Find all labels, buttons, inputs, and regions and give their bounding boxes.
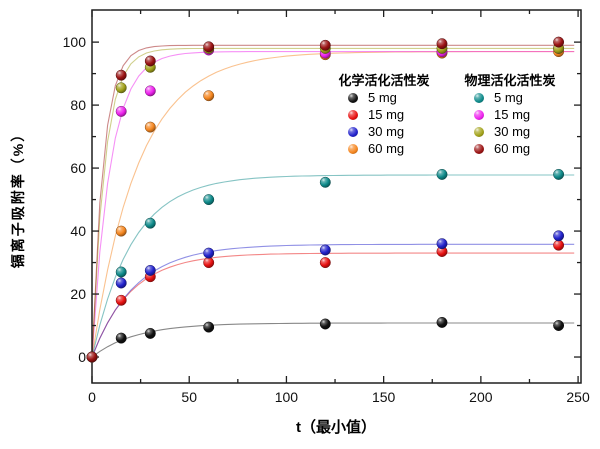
y-tick-label: 100: [62, 34, 86, 51]
data-point: [319, 318, 331, 330]
legend-item: 15 mg: [328, 106, 440, 123]
data-point: [553, 36, 565, 48]
fit-curve: [91, 51, 575, 358]
y-tick-label: 40: [70, 223, 86, 240]
plot-frame: [91, 9, 582, 384]
fit-curve: [91, 44, 575, 358]
fit-curve: [91, 47, 575, 358]
legend-item: 30 mg: [328, 123, 440, 140]
data-point: [115, 82, 127, 94]
data-point: [436, 38, 448, 50]
legend-item: 60 mg: [328, 140, 440, 157]
fit-curve: [91, 252, 575, 358]
data-point: [115, 294, 127, 306]
legend-item-label: 60 mg: [368, 141, 405, 156]
x-tick-label: 50: [181, 389, 197, 405]
data-point: [553, 168, 565, 180]
data-point: [86, 351, 98, 363]
legend-item-label: 5 mg: [494, 90, 523, 105]
legend-group-chemical: 化学活化活性炭 5 mg 15 mg 30 mg 60 mg: [328, 70, 440, 157]
legend: 化学活化活性炭 5 mg 15 mg 30 mg 60 mg 物理活化活性炭 5 mg…: [328, 70, 566, 157]
data-point: [144, 264, 156, 276]
x-tick-label: 250: [566, 389, 590, 405]
y-tick-label: 0: [78, 349, 86, 366]
data-point: [115, 69, 127, 81]
data-point: [203, 41, 215, 53]
data-point: [319, 176, 331, 188]
data-point: [115, 105, 127, 117]
x-tick-label: 100: [274, 389, 299, 405]
data-point: [553, 230, 565, 242]
y-tick-label: 80: [70, 97, 86, 114]
legend-marker-icon: [348, 109, 358, 120]
data-point: [319, 257, 331, 269]
legend-marker-icon: [348, 92, 358, 103]
x-tick-label: 150: [371, 389, 396, 405]
data-point: [144, 327, 156, 339]
legend-group-physical: 物理活化活性炭 5 mg 15 mg 30 mg 60 mg: [454, 70, 566, 157]
legend-marker-icon: [474, 126, 484, 137]
legend-item-label: 60 mg: [494, 141, 531, 156]
data-point: [436, 316, 448, 328]
data-point: [203, 257, 215, 269]
legend-item-label: 30 mg: [368, 124, 405, 139]
data-point: [144, 217, 156, 229]
fit-curve: [91, 243, 575, 358]
data-point: [144, 85, 156, 97]
legend-item: 30 mg: [454, 123, 566, 140]
x-tick-label: 200: [469, 389, 493, 405]
x-tick-label: 0: [88, 389, 96, 405]
data-point: [115, 225, 127, 237]
legend-group-title: 物理活化活性炭: [464, 73, 556, 88]
data-point: [319, 244, 331, 256]
data-point: [115, 266, 127, 278]
legend-marker-icon: [474, 143, 484, 154]
data-point: [553, 239, 565, 251]
legend-rows: 5 mg 15 mg 30 mg 60 mg: [454, 89, 566, 157]
data-point: [144, 121, 156, 133]
data-point: [203, 90, 215, 102]
y-tick-label: 20: [70, 286, 86, 303]
legend-marker-icon: [474, 92, 484, 103]
legend-item-label: 30 mg: [494, 124, 531, 139]
data-point: [203, 194, 215, 206]
legend-item-label: 15 mg: [494, 107, 531, 122]
legend-group-title: 化学活化活性炭: [338, 73, 430, 88]
legend-item: 60 mg: [454, 140, 566, 157]
fit-curve: [91, 322, 575, 358]
data-point: [144, 55, 156, 67]
fit-curve: [91, 174, 575, 358]
legend-marker-icon: [474, 109, 484, 120]
data-point: [115, 332, 127, 344]
y-tick-label: 60: [70, 160, 86, 177]
legend-item-label: 5 mg: [368, 90, 397, 105]
data-point: [203, 247, 215, 259]
legend-marker-icon: [348, 143, 358, 154]
data-point: [203, 321, 215, 333]
y-axis-title: 镉离子吸附率（%）: [10, 125, 26, 269]
x-axis-title: t（最小值）: [296, 419, 376, 436]
legend-item: 15 mg: [454, 106, 566, 123]
legend-marker-icon: [348, 126, 358, 137]
data-point: [553, 320, 565, 331]
data-point: [115, 277, 127, 289]
legend-item-label: 15 mg: [368, 107, 405, 122]
legend-item: 5 mg: [328, 89, 440, 106]
legend-item: 5 mg: [454, 89, 566, 106]
data-point: [436, 238, 448, 250]
data-point: [436, 168, 448, 180]
legend-rows: 5 mg 15 mg 30 mg 60 mg: [328, 89, 440, 157]
data-point: [319, 39, 331, 51]
